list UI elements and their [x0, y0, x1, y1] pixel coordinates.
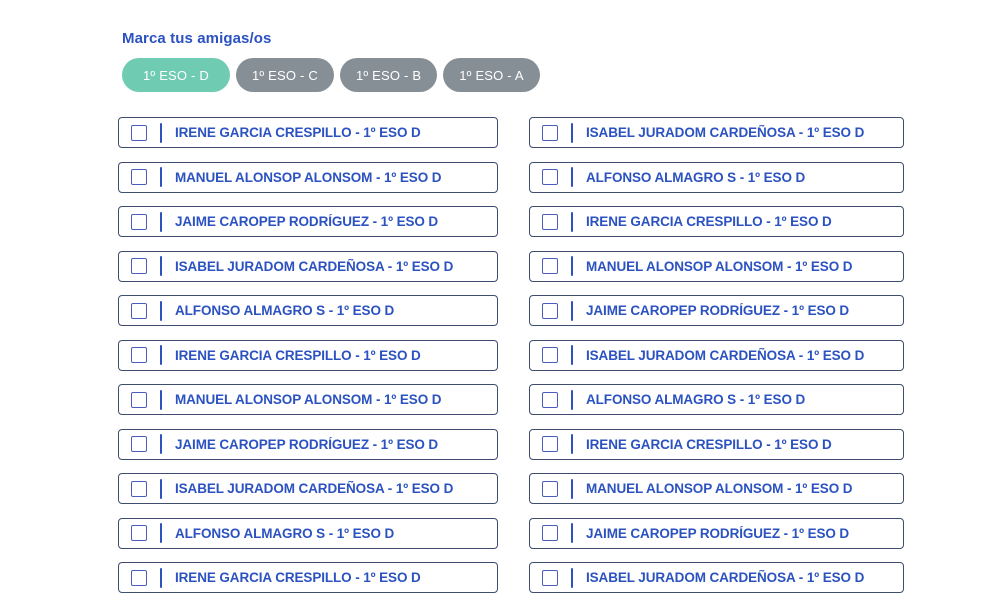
student-checkbox[interactable] — [542, 436, 558, 452]
student-checkbox[interactable] — [131, 302, 147, 319]
student-name-label: ALFONSO ALMAGRO S - 1º ESO D — [175, 303, 395, 318]
student-name-label: JAIME CAROPEP RODRÍGUEZ - 1º ESO D — [586, 525, 850, 541]
row-divider — [571, 434, 573, 454]
student-row[interactable]: MANUEL ALONSOP ALONSOM - 1º ESO D — [118, 384, 498, 415]
student-checkbox[interactable] — [131, 169, 147, 185]
row-divider — [160, 567, 162, 588]
student-row[interactable]: IRENE GARCIA CRESPILLO - 1º ESO D — [118, 562, 498, 593]
student-checkbox[interactable] — [131, 569, 147, 586]
student-name-label: IRENE GARCIA CRESPILLO - 1º ESO D — [175, 125, 421, 140]
student-name-label: MANUEL ALONSOP ALONSOM - 1º ESO D — [175, 392, 442, 407]
student-checkbox[interactable] — [542, 258, 558, 274]
student-name-label: ISABEL JURADOM CARDEÑOSA - 1º ESO D — [175, 481, 454, 496]
class-pill-1-eso-a[interactable]: 1º ESO - A — [443, 58, 540, 92]
student-name-label: JAIME CAROPEP RODRÍGUEZ - 1º ESO D — [175, 214, 439, 229]
student-name-label: MANUEL ALONSOP ALONSOM - 1º ESO D — [586, 481, 853, 496]
student-row[interactable]: ISABEL JURADOM CARDEÑOSA - 1º ESO D — [529, 117, 904, 148]
student-name-label: JAIME CAROPEP RODRÍGUEZ - 1º ESO D — [586, 303, 850, 318]
student-row[interactable]: JAIME CAROPEP RODRÍGUEZ - 1º ESO D — [529, 295, 904, 326]
student-row[interactable]: ISABEL JURADOM CARDEÑOSA - 1º ESO D — [118, 250, 498, 282]
student-row[interactable]: JAIME CAROPEP RODRÍGUEZ - 1º ESO D — [118, 428, 498, 460]
students-column-left: IRENE GARCIA CRESPILLO - 1º ESO D MANUEL… — [118, 117, 498, 593]
class-pill-1-eso-b[interactable]: 1º ESO - B — [339, 58, 438, 92]
student-checkbox[interactable] — [131, 347, 147, 363]
row-divider — [160, 300, 162, 321]
student-name-label: ISABEL JURADOM CARDEÑOSA - 1º ESO D — [586, 347, 865, 363]
student-row[interactable]: ISABEL JURADOM CARDEÑOSA - 1º ESO D — [529, 339, 904, 371]
row-divider — [571, 345, 573, 365]
student-checkbox[interactable] — [542, 480, 558, 497]
student-name-label: IRENE GARCIA CRESPILLO - 1º ESO D — [586, 436, 832, 452]
row-divider — [160, 389, 162, 410]
student-row[interactable]: ALFONSO ALMAGRO S - 1º ESO D — [529, 161, 904, 193]
row-divider — [571, 167, 573, 187]
student-row[interactable]: MANUEL ALONSOP ALONSOM - 1º ESO D — [529, 250, 904, 282]
class-pill-1-eso-c[interactable]: 1º ESO - C — [235, 58, 334, 92]
student-checkbox[interactable] — [542, 347, 558, 363]
row-divider — [571, 122, 573, 143]
student-checkbox[interactable] — [131, 258, 147, 274]
student-name-label: ISABEL JURADOM CARDEÑOSA - 1º ESO D — [586, 570, 865, 585]
student-row[interactable]: JAIME CAROPEP RODRÍGUEZ - 1º ESO D — [118, 206, 498, 237]
row-divider — [571, 389, 573, 410]
student-checkbox[interactable] — [131, 124, 147, 141]
student-name-label: MANUEL ALONSOP ALONSOM - 1º ESO D — [175, 169, 442, 185]
students-column-right: ISABEL JURADOM CARDEÑOSA - 1º ESO D ALFO… — [529, 117, 904, 593]
row-divider — [160, 167, 162, 187]
student-row[interactable]: ISABEL JURADOM CARDEÑOSA - 1º ESO D — [118, 473, 498, 504]
student-checkbox[interactable] — [542, 569, 558, 586]
student-checkbox[interactable] — [542, 525, 558, 541]
row-divider — [571, 211, 573, 232]
row-divider — [571, 256, 573, 276]
student-checkbox[interactable] — [542, 213, 558, 230]
row-divider — [571, 478, 573, 499]
student-checkbox[interactable] — [542, 391, 558, 408]
row-divider — [571, 567, 573, 588]
student-checkbox[interactable] — [131, 480, 147, 497]
student-checkbox[interactable] — [131, 213, 147, 230]
class-filter-pills: 1º ESO - D 1º ESO - C 1º ESO - B 1º ESO - A — [122, 58, 540, 92]
student-name-label: MANUEL ALONSOP ALONSOM - 1º ESO D — [586, 258, 853, 274]
row-divider — [160, 122, 162, 143]
student-name-label: ALFONSO ALMAGRO S - 1º ESO D — [586, 392, 806, 407]
student-name-label: IRENE GARCIA CRESPILLO - 1º ESO D — [175, 570, 421, 585]
student-row[interactable]: MANUEL ALONSOP ALONSOM - 1º ESO D — [118, 161, 498, 193]
row-divider — [160, 478, 162, 499]
student-checkbox[interactable] — [131, 525, 147, 541]
student-name-label: ALFONSO ALMAGRO S - 1º ESO D — [175, 525, 395, 541]
row-divider — [571, 523, 573, 543]
student-checkbox[interactable] — [542, 124, 558, 141]
row-divider — [160, 211, 162, 232]
student-row[interactable]: ALFONSO ALMAGRO S - 1º ESO D — [118, 295, 498, 326]
row-divider — [571, 300, 573, 321]
student-checkbox[interactable] — [542, 169, 558, 185]
student-row[interactable]: ALFONSO ALMAGRO S - 1º ESO D — [118, 517, 498, 549]
student-checkbox[interactable] — [131, 436, 147, 452]
student-row[interactable]: JAIME CAROPEP RODRÍGUEZ - 1º ESO D — [529, 517, 904, 549]
row-divider — [160, 345, 162, 365]
student-checkbox[interactable] — [131, 391, 147, 408]
student-name-label: ISABEL JURADOM CARDEÑOSA - 1º ESO D — [175, 258, 454, 274]
row-divider — [160, 523, 162, 543]
student-row[interactable]: IRENE GARCIA CRESPILLO - 1º ESO D — [529, 206, 904, 237]
student-name-label: ALFONSO ALMAGRO S - 1º ESO D — [586, 169, 806, 185]
student-name-label: IRENE GARCIA CRESPILLO - 1º ESO D — [175, 347, 421, 363]
student-row[interactable]: ISABEL JURADOM CARDEÑOSA - 1º ESO D — [529, 562, 904, 593]
row-divider — [160, 434, 162, 454]
student-row[interactable]: IRENE GARCIA CRESPILLO - 1º ESO D — [118, 339, 498, 371]
student-name-label: IRENE GARCIA CRESPILLO - 1º ESO D — [586, 214, 832, 229]
student-checkbox[interactable] — [542, 302, 558, 319]
page-title: Marca tus amigas/os — [122, 30, 272, 47]
row-divider — [160, 256, 162, 276]
class-pill-1-eso-d[interactable]: 1º ESO - D — [122, 58, 230, 92]
student-name-label: JAIME CAROPEP RODRÍGUEZ - 1º ESO D — [175, 436, 439, 452]
student-row[interactable]: MANUEL ALONSOP ALONSOM - 1º ESO D — [529, 473, 904, 504]
student-name-label: ISABEL JURADOM CARDEÑOSA - 1º ESO D — [586, 125, 865, 140]
student-row[interactable]: IRENE GARCIA CRESPILLO - 1º ESO D — [118, 117, 498, 148]
student-row[interactable]: ALFONSO ALMAGRO S - 1º ESO D — [529, 384, 904, 415]
student-row[interactable]: IRENE GARCIA CRESPILLO - 1º ESO D — [529, 428, 904, 460]
